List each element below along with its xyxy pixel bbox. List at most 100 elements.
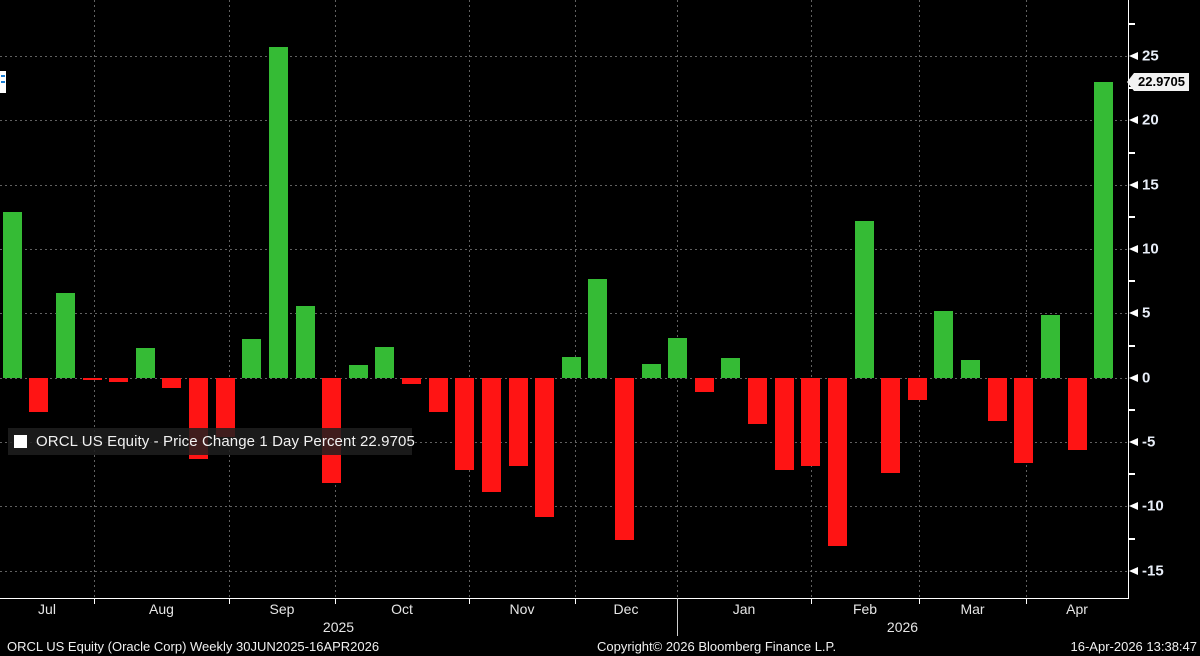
y-axis-tick-arrow-icon — [1129, 309, 1138, 318]
price-change-bar — [615, 377, 634, 540]
price-change-bar — [242, 339, 262, 378]
x-axis-month-label: Jul — [38, 601, 56, 617]
gridline-vertical — [811, 0, 812, 598]
price-change-bar — [82, 377, 102, 381]
x-axis-tick — [94, 599, 95, 604]
price-change-bar — [162, 377, 182, 388]
x-axis-tick — [811, 599, 812, 604]
y-axis-tick-arrow-icon — [1129, 180, 1138, 189]
price-change-bar — [268, 47, 288, 378]
price-change-bar — [1014, 377, 1034, 463]
x-axis-month-label: Aug — [149, 601, 174, 617]
x-axis — [0, 598, 1129, 599]
x-axis-tick — [229, 599, 230, 604]
y-axis-label: 5 — [1142, 304, 1151, 322]
price-change-bar — [455, 377, 475, 471]
gridline-horizontal — [0, 442, 1128, 443]
price-change-bar — [508, 377, 528, 467]
price-change-bar — [721, 358, 741, 378]
price-change-bar — [561, 357, 581, 378]
price-change-bar — [1067, 377, 1087, 450]
price-change-bar — [961, 359, 980, 378]
price-change-bar — [694, 377, 714, 392]
price-change-bar — [801, 377, 821, 467]
x-axis-month-label: Nov — [509, 601, 535, 617]
y-axis-minor-tick — [1129, 408, 1135, 411]
x-axis-month-label: Apr — [1066, 601, 1088, 617]
gridline-horizontal — [0, 377, 1128, 379]
gridline-horizontal — [0, 313, 1128, 315]
gridline-horizontal — [0, 120, 1128, 122]
gridline-horizontal — [0, 506, 1128, 508]
y-axis-minor-tick — [1129, 22, 1135, 25]
x-axis-tick — [575, 599, 576, 604]
price-change-bar — [402, 377, 421, 385]
y-axis-label: 10 — [1142, 240, 1159, 258]
x-axis-tick — [1026, 599, 1027, 604]
y-axis-label: -5 — [1142, 433, 1156, 451]
y-axis-label: 15 — [1142, 176, 1159, 194]
price-change-bar — [641, 363, 661, 378]
y-axis-minor-tick — [1129, 344, 1135, 347]
price-change-bar — [535, 377, 555, 517]
y-axis-tick-arrow-icon — [1129, 502, 1138, 511]
price-change-bar — [215, 377, 235, 437]
price-change-bar — [668, 337, 688, 378]
y-axis-minor-tick — [1129, 537, 1135, 540]
price-change-bar — [428, 377, 448, 413]
footer-copyright: Copyright© 2026 Bloomberg Finance L.P. — [597, 639, 837, 654]
gridline-vertical — [94, 0, 95, 598]
x-axis-year-label: 2025 — [322, 619, 355, 635]
price-change-bar — [1040, 314, 1060, 378]
price-change-bar — [748, 377, 768, 424]
x-axis-year-label: 2026 — [886, 619, 919, 635]
gridline-vertical — [677, 0, 678, 598]
y-axis-minor-tick — [1129, 280, 1135, 283]
y-axis-minor-tick — [1129, 151, 1135, 154]
gridline-vertical — [575, 0, 576, 598]
gridline-vertical — [469, 0, 470, 598]
x-axis-tick — [919, 599, 920, 604]
chart-plot-area[interactable] — [0, 0, 1128, 598]
price-change-bar — [2, 211, 22, 378]
y-axis-minor-tick — [1129, 215, 1135, 218]
status-bar: ORCL US Equity (Oracle Corp) Weekly 30JU… — [0, 636, 1200, 656]
price-change-bar — [135, 348, 155, 378]
legend[interactable]: ORCL US Equity - Price Change 1 Day Perc… — [8, 428, 415, 455]
price-change-bar — [854, 220, 874, 378]
y-axis-label: 0 — [1142, 369, 1151, 387]
last-value-marker: 22.9705 — [1127, 73, 1189, 91]
price-change-bar — [827, 377, 847, 547]
y-axis-tick-arrow-icon — [1129, 245, 1138, 253]
clipped-widget-fragment — [0, 71, 6, 93]
gridline-horizontal — [0, 249, 1128, 250]
gridline-vertical — [1026, 0, 1027, 598]
price-change-bar — [934, 310, 954, 378]
x-axis-month-label: Oct — [391, 601, 413, 617]
y-axis-label: 25 — [1142, 47, 1159, 65]
price-change-bar — [29, 377, 49, 413]
gridline-horizontal — [0, 56, 1128, 57]
price-change-bar — [375, 346, 395, 378]
x-axis-tick — [335, 599, 336, 604]
price-change-bar — [295, 305, 315, 378]
last-value-label: 22.9705 — [1138, 74, 1185, 89]
gridline-horizontal — [0, 570, 1128, 572]
gridline-vertical — [229, 0, 230, 598]
footer-datetime: 16-Apr-2026 13:38:47 — [1070, 639, 1197, 654]
price-change-bar — [881, 377, 901, 473]
y-axis-label: -15 — [1142, 562, 1164, 580]
series-color-swatch-icon — [14, 435, 27, 448]
price-change-bar — [907, 377, 927, 400]
x-axis-month-label: Jan — [732, 601, 756, 617]
legend-label: ORCL US Equity - Price Change 1 Day Perc… — [36, 433, 415, 450]
y-axis-tick-arrow-icon — [1129, 52, 1138, 60]
gridline-vertical — [919, 0, 920, 598]
x-axis-month-label: Mar — [960, 601, 985, 617]
x-axis-month-label: Sep — [269, 601, 295, 617]
x-axis-month-label: Feb — [852, 601, 878, 617]
price-change-bar — [588, 278, 608, 378]
price-change-bar — [109, 377, 129, 382]
x-axis-tick — [469, 599, 470, 604]
